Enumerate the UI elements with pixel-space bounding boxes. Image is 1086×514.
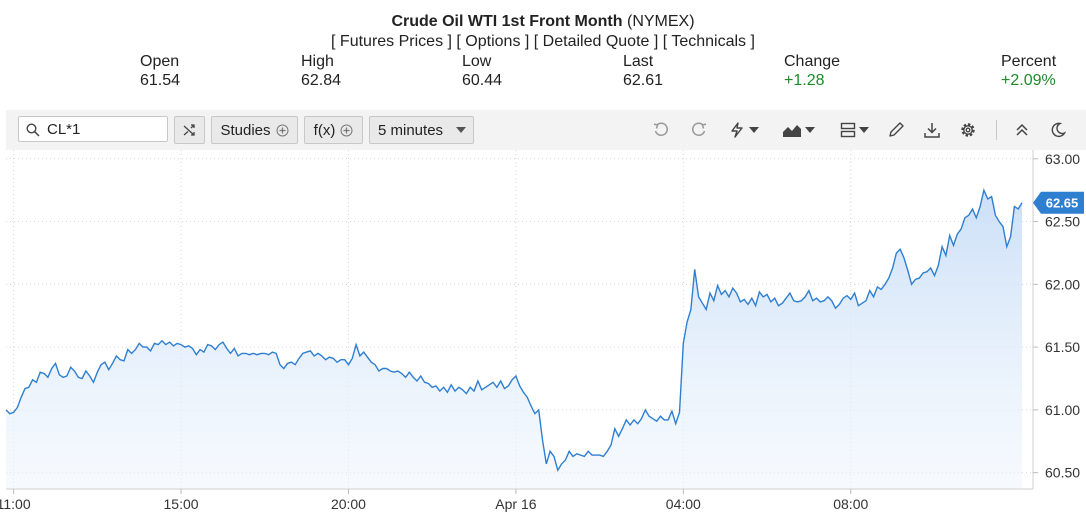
studies-label: Studies (220, 121, 271, 139)
layout-menu[interactable] (834, 120, 874, 140)
chart-title: Crude Oil WTI 1st Front Month (NYMEX) (0, 13, 1086, 31)
download-icon (924, 123, 940, 138)
stat-high-value: 62.84 (301, 72, 342, 89)
stat-high-label: High (301, 53, 334, 70)
y-tick-label: 61.00 (1045, 402, 1080, 418)
undo-icon (653, 122, 668, 136)
stat-open: Open 61.54 (140, 52, 180, 90)
y-axis: 63.00 62.50 62.00 61.50 61.00 60.50 (1033, 151, 1080, 481)
interval-select[interactable]: 5 minutes (369, 116, 474, 144)
stat-last-value: 62.61 (623, 72, 664, 89)
options-link[interactable]: [ Options ] (456, 33, 530, 50)
redo-button[interactable] (689, 120, 709, 140)
price-chart[interactable]: 63.00 62.50 62.00 61.50 61.00 60.50 11:00 15:0… (0, 150, 1086, 514)
fx-label: f(x) (313, 121, 336, 139)
chart-type-icon (782, 125, 801, 137)
stat-low: Low 60.44 (462, 52, 502, 90)
stat-percent-value: +2.09% (1001, 72, 1056, 89)
stat-low-value: 60.44 (462, 72, 503, 89)
stat-last: Last 62.61 (623, 52, 663, 90)
chevron-down-icon (858, 127, 869, 133)
settings-button[interactable] (958, 120, 978, 140)
x-tick-label: 15:00 (164, 496, 199, 512)
chevron-down-icon (748, 127, 759, 133)
stat-change: Change +1.28 (784, 52, 840, 90)
add-circle-icon (276, 124, 289, 136)
technicals-link[interactable]: [ Technicals ] (662, 33, 755, 50)
y-tick-label: 63.00 (1045, 151, 1080, 167)
stat-open-value: 61.54 (140, 72, 181, 89)
instrument-name: Crude Oil WTI 1st Front Month (391, 13, 623, 30)
chart-toolbar: Studies f(x) 5 minutes (6, 110, 1086, 150)
x-tick-label: Apr 16 (495, 496, 536, 512)
exchange-name: (NYMEX) (626, 13, 695, 30)
chevron-down-icon (456, 127, 467, 133)
undo-button[interactable] (651, 120, 671, 140)
dark-mode-button[interactable] (1048, 120, 1068, 140)
stat-low-label: Low (462, 53, 492, 70)
symbol-input[interactable] (47, 120, 162, 138)
settings-icon (961, 123, 975, 137)
futures-prices-link[interactable]: [ Futures Prices ] (331, 33, 452, 50)
add-circle-icon (340, 124, 353, 136)
shuffle-icon (183, 124, 195, 136)
chevron-down-icon (804, 127, 815, 133)
toolbar-divider (996, 120, 997, 140)
x-tick-label: 08:00 (833, 496, 868, 512)
compare-button[interactable] (174, 116, 205, 144)
last-price-badge: 62.65 (1033, 191, 1084, 214)
last-price-label: 62.65 (1046, 196, 1079, 211)
y-tick-label: 61.50 (1045, 339, 1080, 355)
symbol-search[interactable] (18, 116, 168, 142)
x-tick-label: 11:00 (0, 496, 31, 512)
price-line (5, 188, 1023, 472)
stat-percent: Percent +2.09% (1001, 52, 1056, 90)
stat-change-label: Change (784, 53, 841, 70)
y-tick-label: 62.00 (1045, 276, 1080, 292)
studies-button[interactable]: Studies (211, 116, 298, 144)
collapse-icon (1016, 123, 1028, 136)
redo-icon (692, 122, 707, 136)
stat-percent-label: Percent (1001, 53, 1057, 70)
draw-button[interactable] (886, 120, 906, 140)
search-icon (26, 123, 40, 137)
lightning-icon (730, 122, 743, 138)
chart-type-menu[interactable] (778, 120, 818, 140)
quote-links: [ Futures Prices ] [ Options ] [ Detaile… (0, 33, 1086, 51)
stat-open-label: Open (140, 53, 180, 70)
x-tick-label: 20:00 (331, 496, 366, 512)
lightning-menu[interactable] (724, 120, 762, 140)
download-button[interactable] (922, 120, 942, 140)
dark-mode-icon (1051, 122, 1066, 138)
pencil-icon (889, 122, 904, 137)
last-price-badge-shape (1033, 191, 1084, 214)
y-tick-label: 60.50 (1045, 465, 1080, 481)
collapse-button[interactable] (1012, 120, 1032, 140)
stat-high: High 62.84 (301, 52, 341, 90)
interval-label: 5 minutes (378, 121, 444, 139)
chart-grid (6, 150, 1033, 489)
y-tick-label: 62.50 (1045, 214, 1080, 230)
layout-icon (840, 122, 855, 138)
stat-change-value: +1.28 (784, 72, 825, 89)
price-area (6, 190, 1022, 489)
stat-last-label: Last (623, 53, 654, 70)
x-axis: 11:00 15:00 20:00 Apr 16 04:00 08:00 (0, 489, 868, 512)
fx-button[interactable]: f(x) (304, 116, 363, 144)
detailed-quote-link[interactable]: [ Detailed Quote ] (533, 33, 659, 50)
x-tick-label: 04:00 (666, 496, 701, 512)
